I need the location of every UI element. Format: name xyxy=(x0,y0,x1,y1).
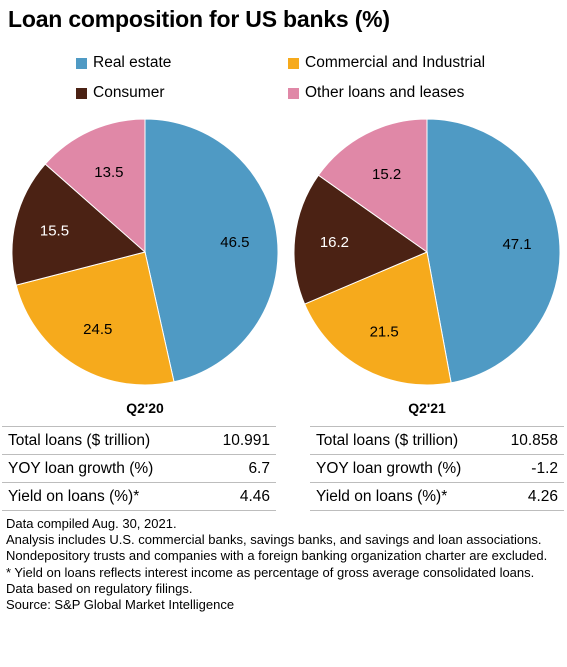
table-row: Yield on loans (%)* 4.26 xyxy=(310,482,564,511)
pie-title: Q2'20 xyxy=(126,400,164,416)
legend-item-consumer: Consumer xyxy=(76,84,165,102)
stats-left: Total loans ($ trillion) 10.991 YOY loan… xyxy=(2,426,276,511)
pie-data-label: 13.5 xyxy=(94,164,123,181)
stat-label: YOY loan growth (%) xyxy=(310,454,495,483)
stat-value: 10.991 xyxy=(200,426,276,455)
pie-data-label: 47.1 xyxy=(502,236,531,253)
footnote: Analysis includes U.S. commercial banks,… xyxy=(6,532,548,564)
footnote: Data based on regulatory filings. xyxy=(6,580,193,596)
footnote: Data compiled Aug. 30, 2021. xyxy=(6,516,177,531)
pie-data-label: 46.5 xyxy=(220,234,249,251)
stat-value: 6.7 xyxy=(200,454,276,483)
footnote: * Yield on loans reflects interest incom… xyxy=(6,564,535,580)
table-row: Yield on loans (%)* 4.46 xyxy=(2,482,276,511)
pie-data-label: 15.2 xyxy=(372,166,401,183)
stat-label: Yield on loans (%)* xyxy=(2,482,201,511)
legend: Real estate Commercial and Industrial Co… xyxy=(0,48,567,112)
stat-label: Yield on loans (%)* xyxy=(310,482,495,511)
pie-title: Q2'21 xyxy=(408,400,446,416)
stat-value: 4.46 xyxy=(200,482,276,511)
footnote: Source: S&P Global Market Intelligence xyxy=(6,597,235,613)
table-row: Total loans ($ trillion) 10.991 xyxy=(2,426,276,455)
legend-label: Commercial and Industrial xyxy=(305,54,486,71)
pie-slice xyxy=(15,251,175,386)
stat-label: Total loans ($ trillion) xyxy=(2,426,201,455)
legend-item-commercial: Commercial and Industrial xyxy=(288,54,485,72)
legend-label: Real estate xyxy=(93,54,172,71)
pie-slice xyxy=(303,251,452,386)
pie-chart: 46.5 24.5 15.5 13.5 Q2'20 xyxy=(11,118,279,416)
pie-chart: 47.1 21.5 16.2 15.2 Q2'21 xyxy=(293,118,561,416)
stat-value: -1.2 xyxy=(494,454,564,483)
pie-slice xyxy=(426,118,561,384)
pie-data-label: 21.5 xyxy=(370,324,399,341)
pie-data-label: 16.2 xyxy=(320,234,349,251)
legend-swatch-commercial xyxy=(288,57,299,69)
legend-item-other: Other loans and leases xyxy=(288,84,464,102)
pie-slice xyxy=(11,163,147,286)
table-row: YOY loan growth (%) 6.7 xyxy=(2,454,276,483)
pie-slice xyxy=(317,118,428,253)
stat-label: YOY loan growth (%) xyxy=(2,454,201,483)
stat-label: Total loans ($ trillion) xyxy=(310,426,495,455)
legend-swatch-other xyxy=(288,87,299,99)
legend-label: Other loans and leases xyxy=(305,84,465,101)
pie-data-label: 15.5 xyxy=(40,222,69,239)
pie-slice xyxy=(144,118,279,383)
chart-title: Loan composition for US banks (%) xyxy=(8,6,390,32)
pie-slice xyxy=(44,118,146,254)
stats-right: Total loans ($ trillion) 10.858 YOY loan… xyxy=(310,426,564,511)
pie-data-label: 24.5 xyxy=(83,321,112,338)
legend-swatch-real-estate xyxy=(76,57,87,69)
legend-item-real-estate: Real estate xyxy=(76,54,171,72)
legend-label: Consumer xyxy=(93,84,165,101)
pie-slice xyxy=(293,174,429,305)
footnotes: Data compiled Aug. 30, 2021. Analysis in… xyxy=(6,516,562,613)
legend-swatch-consumer xyxy=(76,87,87,99)
pie-charts: 46.5 24.5 15.5 13.5 Q2'20 47.1 21.5 16.2 15.2 Q2'… xyxy=(0,118,567,418)
stat-value: 4.26 xyxy=(494,482,564,511)
table-row: Total loans ($ trillion) 10.858 xyxy=(310,426,564,455)
table-row: YOY loan growth (%) -1.2 xyxy=(310,454,564,483)
pie-charts-svg: 46.5 24.5 15.5 13.5 Q2'20 47.1 21.5 16.2 15.2 Q2'… xyxy=(11,118,561,416)
stat-value: 10.858 xyxy=(494,426,564,455)
